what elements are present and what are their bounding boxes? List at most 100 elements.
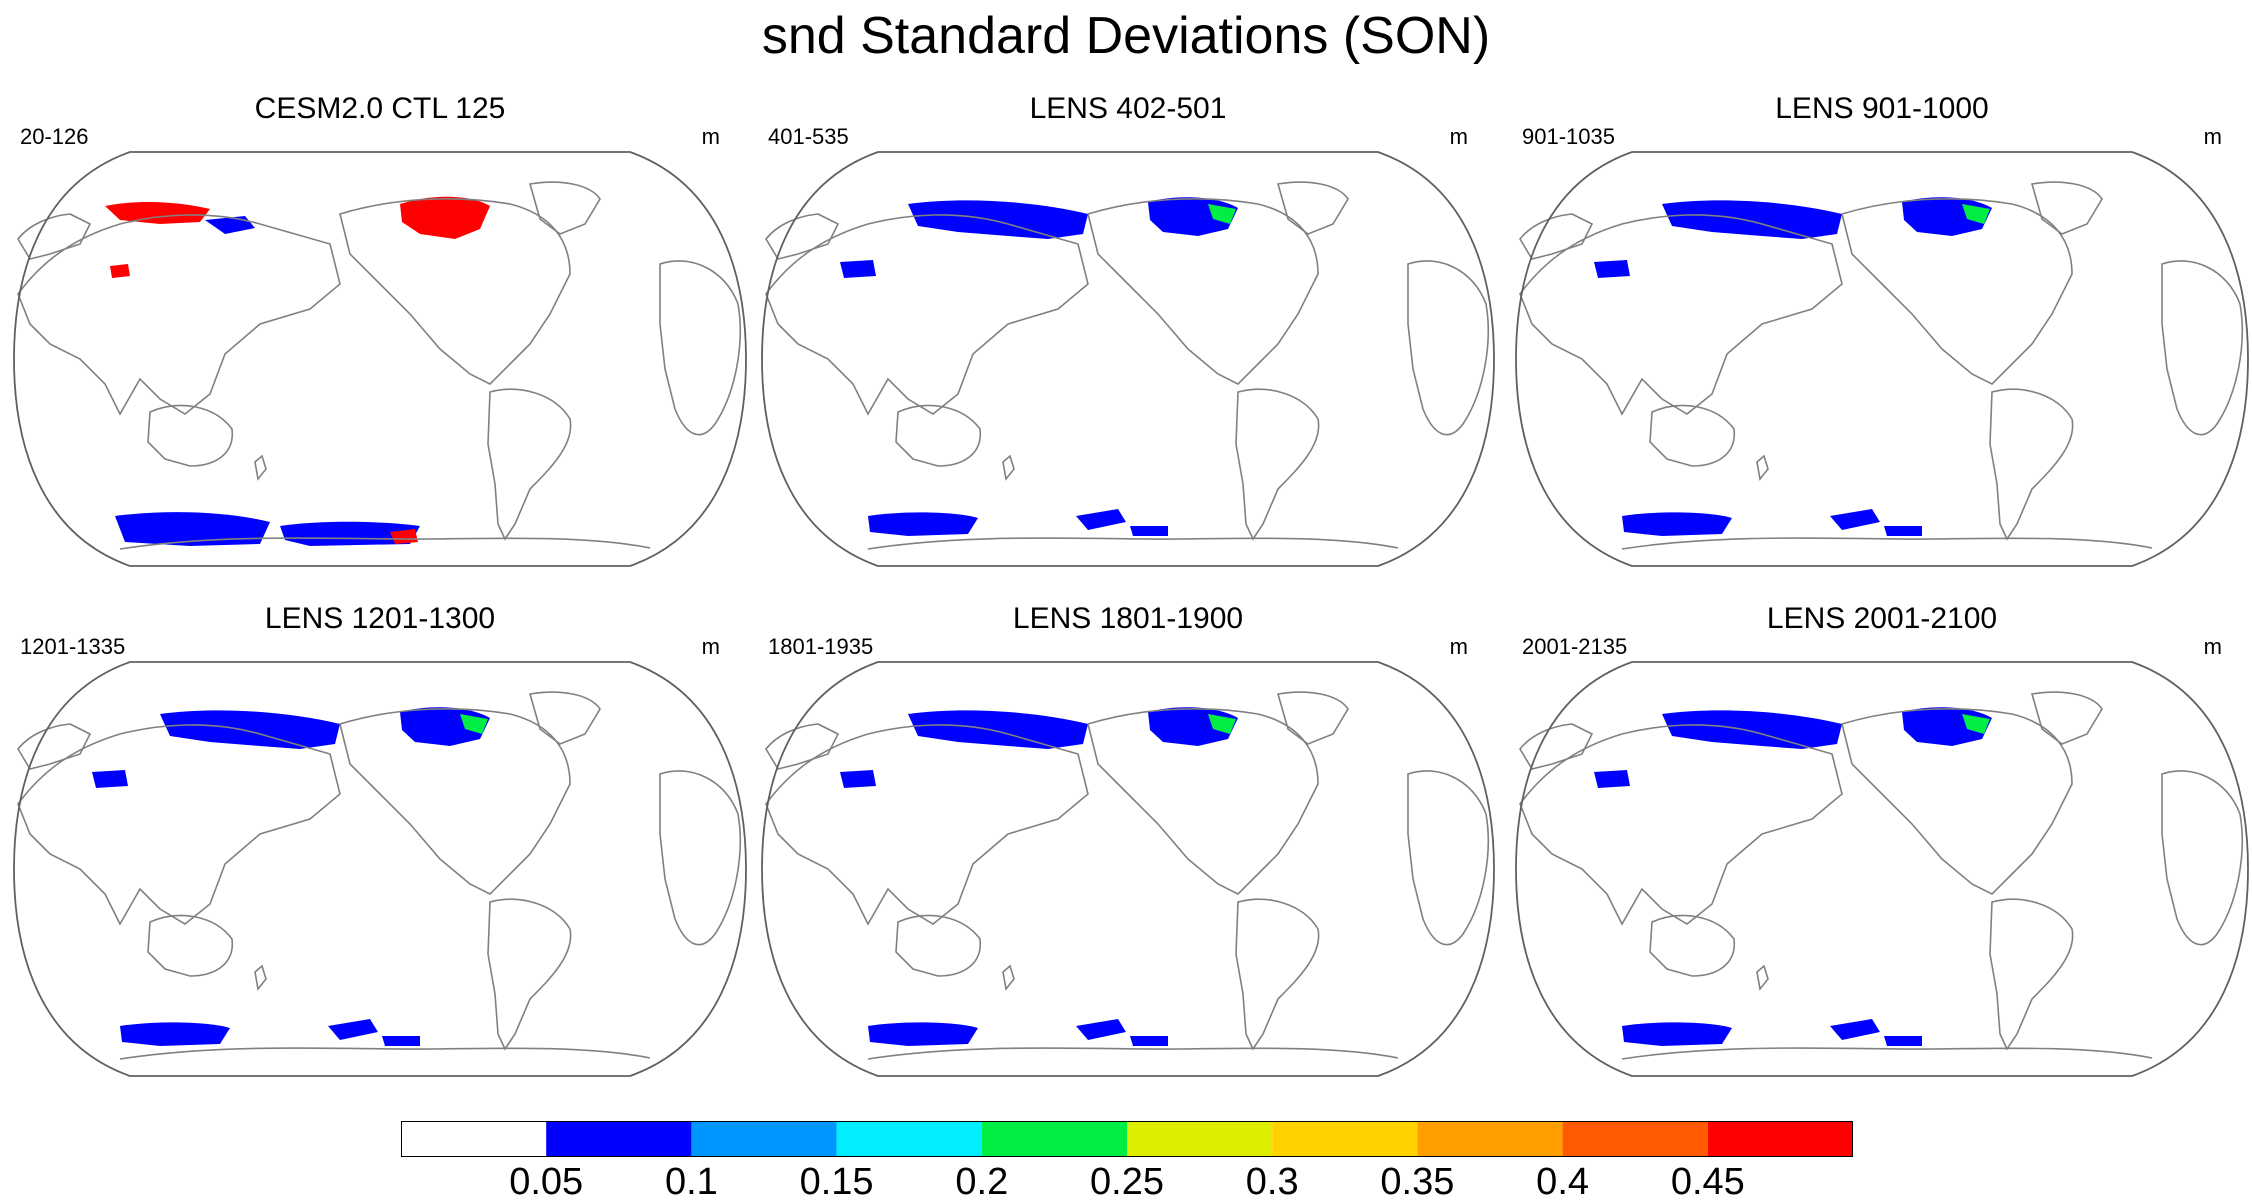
south-america-coastline [487, 898, 572, 1051]
colorbar-tick-label: 0.05 [509, 1161, 584, 1203]
snow-blob-antarctica-east [280, 521, 420, 546]
africa-coastline [659, 260, 741, 436]
snow-blob-north-america-rim [460, 714, 488, 734]
snow-blob-siberia [1662, 710, 1842, 749]
panel-range-label: 2001-2135 [1522, 634, 1628, 659]
snow-blob-tibet [1594, 260, 1630, 278]
greenland-coastline [1276, 181, 1349, 235]
africa-coastline [1407, 770, 1489, 946]
snow-blob-antarctica-east [1076, 1019, 1126, 1040]
colorbar-boxes [401, 1121, 1853, 1157]
antarctica-coastline [119, 537, 651, 550]
map-outline [761, 661, 1495, 1077]
antarctica-coastline [1621, 537, 2153, 550]
greenland-coastline [1276, 691, 1349, 745]
panel-units-label: m [1449, 124, 1468, 149]
europe-coastline [17, 213, 92, 260]
antarctica-coastline [867, 1047, 1399, 1060]
panel-units-label: m [1449, 634, 1468, 659]
map-outline [1515, 151, 2249, 567]
snow-blob-north-america [400, 196, 490, 239]
snow-blob-antarctica-west [868, 1022, 978, 1046]
snow-blob-antarctica-far-east [1130, 526, 1168, 536]
greenland-coastline [528, 691, 601, 745]
africa-coastline [1407, 260, 1489, 436]
australia-coastline [895, 404, 981, 467]
snow-blob-north-america-rim [1962, 714, 1990, 734]
colorbar-tick-label: 0.2 [955, 1161, 1009, 1203]
new-zealand-coastline [1756, 454, 1769, 481]
panel-range-label: 901-1035 [1522, 124, 1615, 149]
panel-units-label: m [2203, 634, 2222, 659]
new-zealand-coastline [1756, 964, 1769, 991]
colorbar-frame [401, 1121, 1853, 1157]
north-america-coastline [1087, 707, 1319, 895]
asia-coastline [1519, 214, 1843, 416]
colorbar-tick-label: 0.45 [1670, 1161, 1745, 1203]
map-panel: LENS 1201-1300 1201-1335 m [10, 602, 750, 1102]
snow-blob-antarctica-far-east [1884, 1036, 1922, 1046]
australia-coastline [1649, 404, 1735, 467]
snow-blob-antarctica-far-east [1130, 1036, 1168, 1046]
world-map [13, 151, 747, 567]
snow-blob-siberia [105, 202, 210, 224]
panel-units-label: m [2203, 124, 2222, 149]
world-map [1515, 151, 2249, 567]
colorbar-tick-label: 0.15 [799, 1161, 874, 1203]
panel-units-label: m [701, 634, 720, 659]
colorbar-box [1707, 1121, 1853, 1157]
south-america-coastline [1989, 898, 2074, 1051]
south-america-coastline [1989, 388, 2074, 541]
snow-blob-antarctica-west [868, 512, 978, 536]
map-panel: LENS 901-1000 901-1035 m [1512, 92, 2252, 592]
asia-coastline [17, 724, 341, 926]
world-map [1515, 661, 2249, 1077]
australia-coastline [895, 914, 981, 977]
north-america-coastline [1841, 197, 2073, 385]
map-outline [13, 151, 747, 567]
map-outline [761, 151, 1495, 567]
snow-blob-antarctica-east [1830, 509, 1880, 530]
europe-coastline [1519, 213, 1594, 260]
panel-range-label: 401-535 [768, 124, 849, 149]
panel-title: LENS 2001-2100 [1766, 602, 1998, 635]
snow-blob-siberia [908, 200, 1088, 239]
colorbar-box [836, 1121, 982, 1157]
new-zealand-coastline [1002, 964, 1015, 991]
australia-coastline [147, 404, 233, 467]
africa-coastline [659, 770, 741, 946]
colorbar-box [401, 1121, 547, 1157]
snow-blob-antarctica-west [1622, 1022, 1732, 1046]
snow-blob-antarctica-west [120, 1022, 230, 1046]
snow-blob-antarctica-red [390, 529, 418, 544]
snow-blob-siberia [908, 710, 1088, 749]
greenland-coastline [2030, 691, 2103, 745]
snow-blob-north-america-rim [1208, 714, 1236, 734]
north-america-coastline [339, 197, 571, 385]
europe-coastline [17, 723, 92, 770]
snow-blob-antarctica-far-east [1884, 526, 1922, 536]
snow-blob-tibet [92, 770, 128, 788]
panel-title: LENS 1801-1900 [1012, 602, 1244, 635]
snow-blob-antarctica-east [1076, 509, 1126, 530]
snow-blob-antarctica [115, 512, 270, 546]
panel-range-label: 1801-1935 [768, 634, 874, 659]
antarctica-coastline [119, 1047, 651, 1060]
panel-title: LENS 901-1000 [1775, 92, 1989, 125]
map-panel: LENS 2001-2100 2001-2135 m [1512, 602, 2252, 1102]
colorbar-box [691, 1121, 837, 1157]
south-america-coastline [1235, 388, 1320, 541]
new-zealand-coastline [254, 454, 267, 481]
colorbar-tick-label: 0.25 [1090, 1161, 1164, 1203]
snow-blob-antarctica-east [1830, 1019, 1880, 1040]
colorbar-box [1272, 1121, 1418, 1157]
colorbar-box [1417, 1121, 1563, 1157]
map-panel: CESM2.0 CTL 125 20-126 m [10, 92, 750, 592]
colorbar [401, 1121, 1853, 1157]
south-america-coastline [487, 388, 572, 541]
map-outline [13, 661, 747, 1077]
snow-blob-antarctica-east [328, 1019, 378, 1040]
north-america-coastline [1841, 707, 2073, 895]
africa-coastline [2161, 770, 2243, 946]
map-panel: LENS 402-501 401-535 m [758, 92, 1498, 592]
